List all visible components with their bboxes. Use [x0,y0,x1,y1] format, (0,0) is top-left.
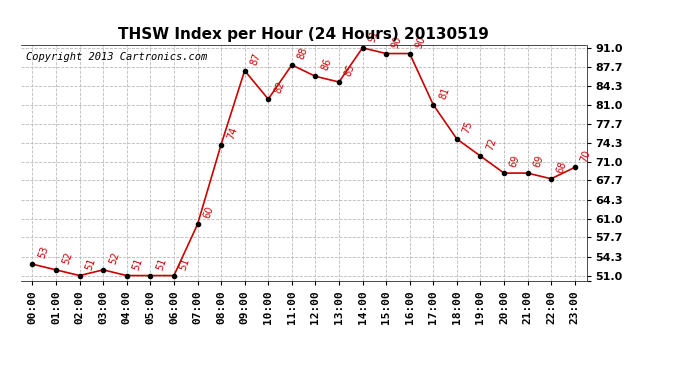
Text: 51: 51 [83,256,97,272]
Text: 91: 91 [366,29,380,44]
Text: 88: 88 [296,46,310,61]
Text: 70: 70 [579,148,593,163]
Text: THSW  (°F): THSW (°F) [597,28,659,38]
Text: 69: 69 [532,154,545,169]
Text: 53: 53 [37,245,50,260]
Text: 90: 90 [391,34,404,50]
Title: THSW Index per Hour (24 Hours) 20130519: THSW Index per Hour (24 Hours) 20130519 [118,27,489,42]
Text: 51: 51 [131,256,145,272]
Text: 51: 51 [155,256,168,272]
Text: 69: 69 [508,154,522,169]
Text: 86: 86 [319,57,333,72]
Text: 82: 82 [273,80,286,95]
Text: 81: 81 [437,86,451,100]
Text: 60: 60 [201,205,215,220]
Text: 90: 90 [414,34,427,50]
Text: 51: 51 [178,256,192,272]
Text: 74: 74 [225,125,239,141]
Text: Copyright 2013 Cartronics.com: Copyright 2013 Cartronics.com [26,52,208,62]
Text: 52: 52 [108,251,121,266]
Text: 75: 75 [461,120,475,135]
Text: 52: 52 [60,251,74,266]
Text: 87: 87 [249,51,262,66]
Text: 85: 85 [343,63,357,78]
Text: 68: 68 [555,160,569,175]
Text: 72: 72 [484,136,498,152]
